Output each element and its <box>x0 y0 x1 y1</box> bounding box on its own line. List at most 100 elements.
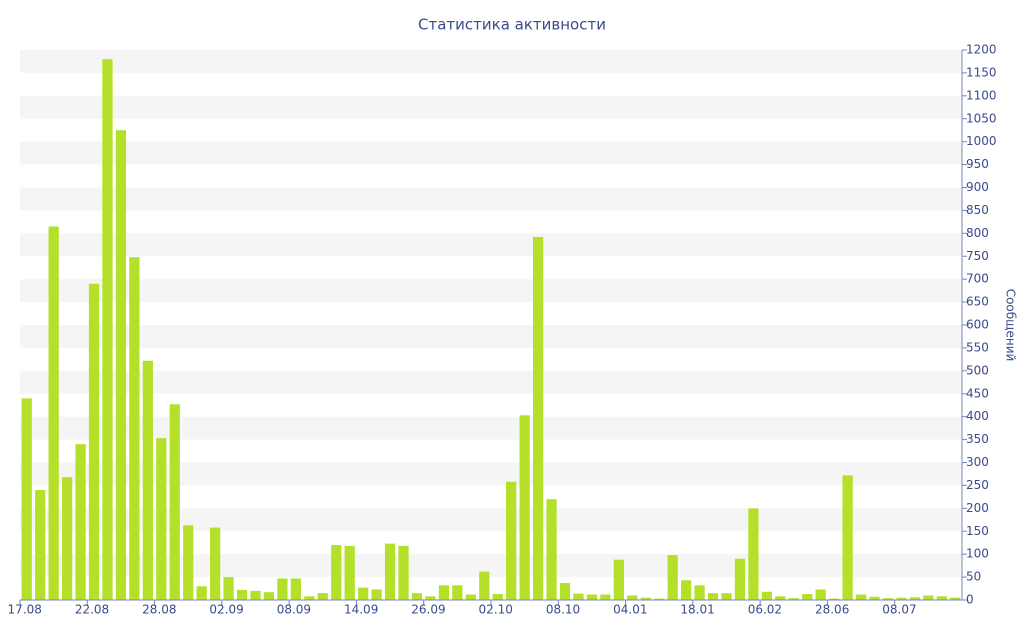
y-tick-label: 200 <box>966 501 989 515</box>
bar <box>613 559 624 600</box>
bar <box>950 597 961 600</box>
bar <box>559 583 571 600</box>
bar <box>573 593 584 600</box>
bar <box>317 593 328 600</box>
y-tick-label: 600 <box>966 318 989 332</box>
bar <box>384 543 396 600</box>
y-tick-label: 1150 <box>966 65 997 79</box>
bar <box>142 360 153 600</box>
y-tick-label: 650 <box>966 295 989 309</box>
x-tick-label: 22.08 <box>75 603 109 617</box>
bar <box>223 577 234 600</box>
x-tick-label: 04.01 <box>613 603 647 617</box>
bar <box>694 585 705 600</box>
bar <box>331 545 342 600</box>
bar <box>707 593 719 600</box>
y-tick-label: 350 <box>966 432 989 446</box>
x-tick-label: 28.06 <box>815 603 849 617</box>
bar <box>882 598 894 600</box>
y-tick-label: 500 <box>966 363 989 377</box>
grid-band <box>20 279 962 303</box>
bar <box>88 283 100 600</box>
y-tick-label: 900 <box>966 180 989 194</box>
bar <box>923 595 934 600</box>
bar <box>156 438 167 600</box>
bar <box>681 580 692 600</box>
bar <box>129 257 140 600</box>
bar <box>936 596 947 600</box>
bar <box>909 597 921 600</box>
grid-band <box>20 508 962 532</box>
bar <box>183 525 194 600</box>
bar <box>438 585 450 600</box>
bar <box>506 481 517 600</box>
bar <box>169 404 180 600</box>
y-tick-label: 800 <box>966 226 989 240</box>
x-tick-label: 06.02 <box>748 603 782 617</box>
bar <box>586 594 598 600</box>
x-tick-label: 17.08 <box>8 603 42 617</box>
bar <box>61 477 73 600</box>
grid-band <box>20 325 962 348</box>
y-tick-label: 50 <box>966 570 981 584</box>
y-tick-label: 700 <box>966 272 989 286</box>
x-tick-label: 14.09 <box>344 603 378 617</box>
x-tick-label: 08.07 <box>882 603 916 617</box>
y-tick-label: 300 <box>966 455 989 469</box>
bar <box>546 499 557 600</box>
x-tick-label: 08.09 <box>277 603 311 617</box>
bar <box>761 591 772 600</box>
bar <box>21 398 32 600</box>
x-tick-label: 08.10 <box>546 603 580 617</box>
bar <box>788 598 799 600</box>
bar <box>775 596 786 600</box>
bar <box>250 590 261 600</box>
grid-band <box>20 462 962 486</box>
bar <box>411 593 423 600</box>
bar <box>358 587 369 600</box>
bar <box>492 594 503 600</box>
grid-band <box>20 554 962 578</box>
grid-band <box>20 187 962 211</box>
bar <box>263 592 275 600</box>
x-tick-label: 18.01 <box>680 603 714 617</box>
grid-band <box>20 233 962 257</box>
bar <box>102 59 113 600</box>
y-tick-label: 150 <box>966 524 989 538</box>
bar <box>600 594 611 600</box>
bar <box>667 555 678 600</box>
bar <box>748 508 759 600</box>
bar <box>425 596 436 600</box>
y-tick-label: 1050 <box>966 111 997 125</box>
y-tick-label: 750 <box>966 249 989 263</box>
grid-band <box>20 416 962 440</box>
grid-band <box>20 50 962 73</box>
y-tick-label: 850 <box>966 203 989 217</box>
bar <box>277 578 288 600</box>
bar <box>236 589 248 600</box>
y-tick-label: 0 <box>966 593 974 607</box>
bar <box>115 130 127 601</box>
bar <box>654 598 665 600</box>
bar <box>210 527 221 600</box>
bar <box>35 490 46 600</box>
bar <box>452 585 463 600</box>
bar <box>842 475 853 600</box>
bar <box>869 596 880 600</box>
y-tick-label: 400 <box>966 409 989 423</box>
bar <box>465 594 476 600</box>
x-tick-label: 02.10 <box>479 603 513 617</box>
bar <box>304 596 315 600</box>
bar <box>802 594 813 600</box>
bar <box>815 589 826 600</box>
bar <box>896 597 907 600</box>
y-axis-label: Сообщений <box>1004 289 1018 362</box>
grid-band <box>20 370 962 394</box>
y-tick-label: 250 <box>966 478 989 492</box>
x-tick-label: 26.09 <box>411 603 445 617</box>
grid-band <box>20 95 962 119</box>
x-tick-label: 02.09 <box>209 603 243 617</box>
bar <box>196 586 207 600</box>
bar <box>75 444 86 600</box>
